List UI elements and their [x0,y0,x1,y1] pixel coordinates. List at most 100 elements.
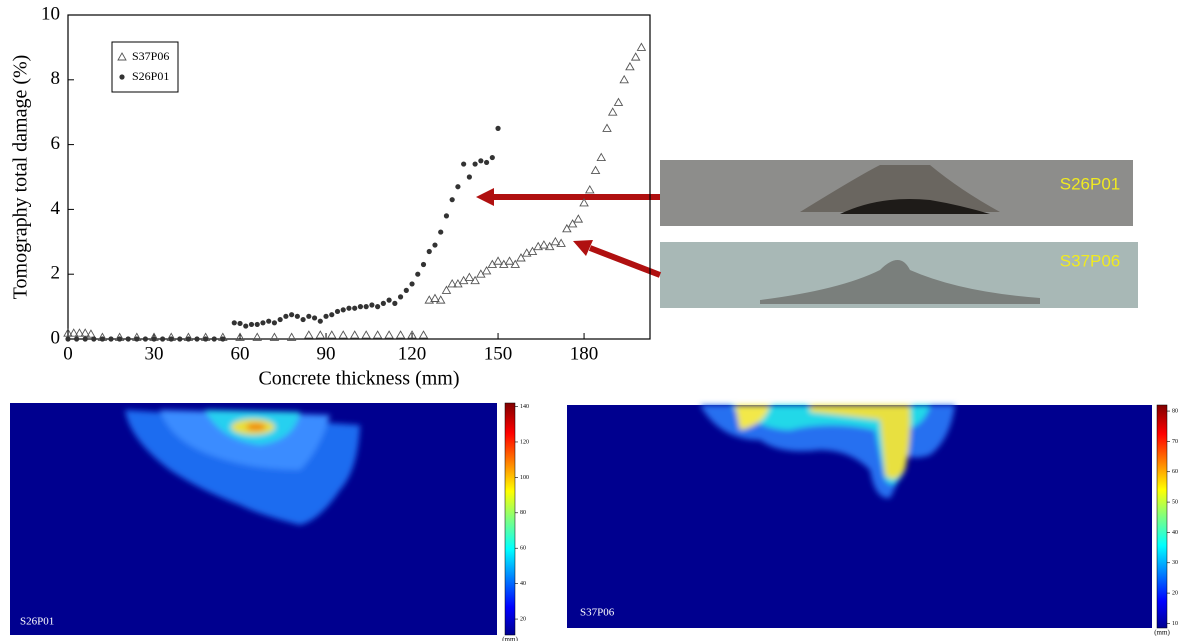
data-point [489,154,495,161]
data-point [607,107,618,116]
data-point [495,125,501,131]
data-point [386,297,392,303]
colorbar-tick-label: 60 [1172,469,1178,475]
data-point [80,328,90,337]
data-point [625,61,635,71]
colorbar-tick-label: 60 [520,546,526,552]
heatmap-blobs [700,405,955,499]
data-point [521,248,532,257]
data-point [74,328,85,337]
data-point [151,336,157,342]
x-tick-label: 0 [63,343,73,364]
data-point [63,328,73,337]
data-point [585,185,595,194]
colorbar-tick-label: 70 [1172,439,1178,445]
data-point [636,42,647,51]
data-point [432,242,438,248]
data-point [248,321,255,328]
crack [760,260,1040,304]
data-point [455,184,461,190]
data-point [539,240,549,249]
legend-marker [119,74,125,80]
data-point [235,332,245,341]
data-point [544,241,555,251]
data-point [300,316,306,323]
data-point [338,330,349,339]
data-point [108,336,114,342]
colorbar-unit: (mm) [1154,629,1170,637]
data-point [590,165,601,174]
data-point [185,336,192,342]
data-point [363,304,369,310]
data-point [443,213,450,219]
data-point [160,336,166,342]
data-point [472,161,478,167]
y-tick-label: 2 [51,263,61,284]
y-tick-label: 4 [51,198,61,219]
data-point [483,159,490,166]
data-point [294,313,300,319]
data-point [323,313,329,319]
data-point [470,275,480,285]
legend-marker [117,52,127,61]
data-point [260,320,266,326]
data-point [306,313,312,319]
data-point [613,97,624,106]
x-tick-label: 180 [570,343,599,364]
data-point [510,259,521,268]
colorbar-tick-label: 120 [520,439,529,445]
data-point [361,330,371,339]
x-tick-label: 150 [484,343,513,364]
colorbar-tick-label: 50 [1172,499,1178,505]
data-point [231,320,237,326]
data-point [65,336,71,342]
data-point [254,321,260,328]
data-point [441,285,452,294]
colorbar-tick-label: 20 [1172,590,1178,596]
data-point [168,336,174,342]
data-point [447,279,457,288]
data-point [349,330,360,339]
data-point [556,238,566,247]
data-point [562,223,572,233]
data-point [277,316,283,323]
y-tick-label: 10 [41,3,60,24]
data-point [466,174,472,180]
data-point [317,318,323,324]
data-point [504,256,515,265]
data-point [375,304,381,310]
data-point [461,161,467,167]
photo-label: S26P01 [1060,174,1121,193]
data-point [125,336,131,342]
data-point [403,287,409,293]
photo-label: S37P06 [1060,251,1121,270]
map-label: S37P06 [580,607,615,619]
data-point [579,198,589,207]
colorbar-tick-label: 40 [520,581,526,587]
data-point [415,271,421,277]
data-point [464,272,475,281]
data-point [340,307,346,313]
data-point [271,320,278,326]
data-point [533,241,543,251]
data-point [418,330,429,339]
legend-label: S26P01 [132,69,169,83]
arrows [476,188,662,278]
data-point [435,295,446,304]
data-point [527,246,538,255]
data-point [177,336,183,342]
data-point [252,332,262,341]
data-point [481,266,492,275]
data-point [380,300,386,306]
x-axis-label: Concrete thickness (mm) [258,368,459,390]
data-point [289,312,295,318]
y-tick-label: 6 [51,133,61,154]
data-point [420,261,427,268]
legend-box [111,41,179,93]
data-point [326,330,337,339]
data-point [117,336,123,342]
y-tick-label: 0 [51,327,61,348]
data-point [283,313,289,319]
data-point [602,123,612,132]
